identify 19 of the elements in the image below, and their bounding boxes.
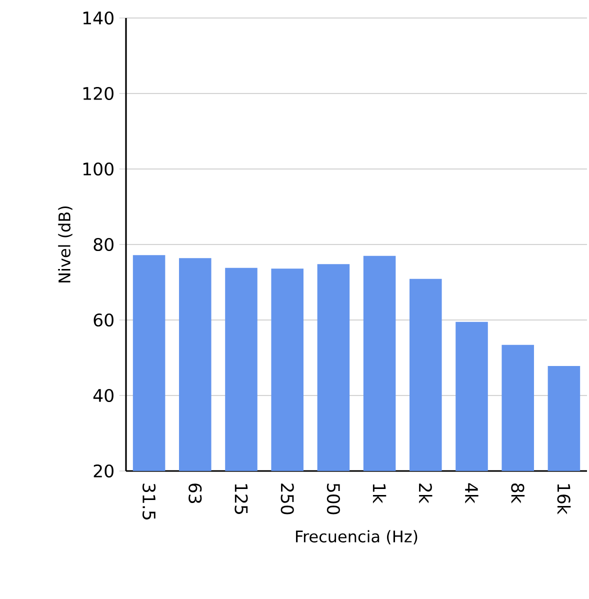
x-tick-label: 31.5 (142, 484, 156, 520)
x-tick-label: 2k (419, 484, 432, 504)
x-axis-title: Frecuencia (Hz) (296, 530, 418, 544)
x-tick-label: 63 (188, 484, 202, 504)
y-tick-label: 100 (83, 162, 114, 176)
y-tick-label: 80 (94, 238, 114, 252)
y-axis-title: Nivel (dB) (58, 206, 72, 282)
x-tick-label: 1k (372, 484, 386, 504)
y-tick-label: 60 (94, 313, 114, 327)
x-tick-label: 4k (465, 483, 478, 504)
y-tick-label: 20 (94, 464, 114, 478)
x-tick-label: 16k (557, 484, 571, 514)
y-tick-label: 40 (93, 388, 114, 402)
x-tick-label: 125 (234, 484, 248, 514)
y-tick-label: 140 (83, 11, 114, 25)
y-tick-label: 120 (83, 86, 114, 100)
x-tick-label: 8k (511, 484, 525, 504)
x-tick-label: 250 (280, 484, 294, 514)
x-tick-label: 500 (326, 484, 340, 514)
